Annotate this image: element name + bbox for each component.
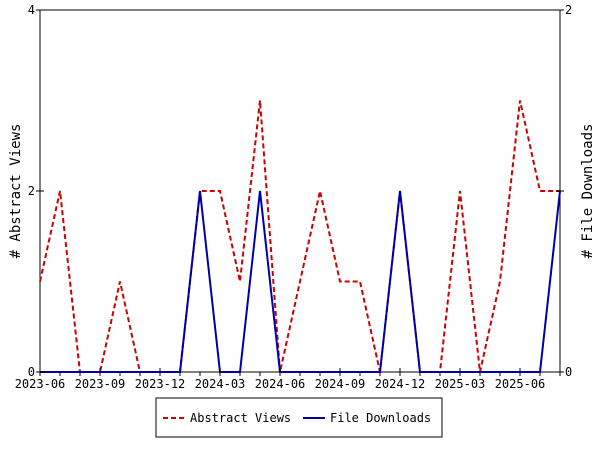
x-tick-label: 2025-03 <box>435 377 486 391</box>
x-tick-label: 2023-12 <box>135 377 186 391</box>
y2-axis-title: # File Downloads <box>580 124 596 259</box>
y-tick-label: 2 <box>28 184 35 198</box>
x-tick-label: 2024-12 <box>375 377 426 391</box>
legend-box <box>155 397 443 438</box>
legend: Abstract Views File Downloads <box>155 397 443 438</box>
legend-label-file-downloads: File Downloads <box>330 411 431 425</box>
y-tick-label: 4 <box>28 3 35 17</box>
plot-area <box>39 9 561 373</box>
y2-tick-label: 2 <box>565 3 572 17</box>
y2-tick-label: 0 <box>565 365 572 379</box>
x-tick-label: 2024-03 <box>195 377 246 391</box>
y2-axis-ticks: 02 <box>556 3 572 379</box>
x-tick-label: 2023-06 <box>15 377 66 391</box>
x-tick-label: 2024-09 <box>315 377 366 391</box>
y-axis-ticks: 0 2 4 <box>28 3 44 379</box>
series-line-abstract-views <box>39 100 560 373</box>
y-tick-label: 0 <box>28 365 35 379</box>
x-tick-label: 2023-09 <box>75 377 126 391</box>
y-axis-title: # Abstract Views <box>8 124 24 259</box>
x-tick-label: 2025-06 <box>495 377 546 391</box>
x-tick-label: 2024-06 <box>255 377 306 391</box>
legend-label-abstract-views: Abstract Views <box>190 411 291 425</box>
x-axis-ticks: 2023-06 2023-09 2023-12 2024-03 2024-06 2024-… <box>15 368 561 391</box>
